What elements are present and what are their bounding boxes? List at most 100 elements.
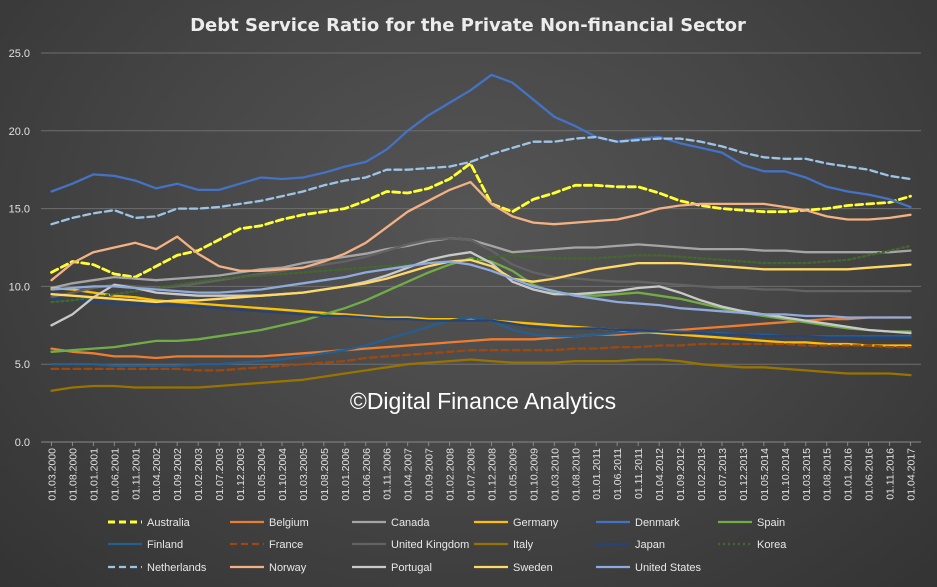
legend-item-canada: Canada [352, 517, 430, 529]
series-line-belgium [50, 316, 912, 360]
x-tick-label: 01.07.2003 [214, 448, 226, 501]
legend-item-united-kingdom: United Kingdom [352, 539, 469, 551]
x-tick-label: 01.05.2004 [256, 448, 268, 501]
legend-item-denmark: Denmark [596, 517, 680, 529]
x-tick-label: 01.10.2014 [780, 448, 792, 501]
x-tick-label: 01.02.2008 [445, 448, 457, 501]
x-tick-label: 01.03.2010 [549, 448, 561, 501]
x-tick-label: 01.08.2005 [319, 448, 331, 501]
x-tick-label: 01.11.2006 [382, 448, 394, 500]
x-tick-label: 01.06.2001 [109, 448, 121, 501]
legend-label: Italy [513, 539, 534, 551]
legend-item-australia: Australia [108, 517, 191, 529]
x-tick-label: 01.12.2008 [486, 448, 498, 501]
x-tick-label: 01.02.2013 [696, 448, 708, 501]
series-line-spain [50, 257, 912, 353]
chart-title: Debt Service Ratio for the Private Non-f… [190, 15, 746, 36]
x-tick-label: 01.09.2007 [424, 448, 436, 501]
x-tick-label: 01.11.2011 [633, 448, 645, 499]
legend-label: Portugal [391, 562, 432, 574]
x-tick-label: 01.01.2011 [591, 448, 603, 500]
watermark-text: ©Digital Finance Analytics [350, 388, 616, 414]
x-tick-label: 01.11.2016 [885, 448, 897, 500]
x-axis: 01.03.2000 01.08.2000 01.01.2001 01.06.2001… [41, 441, 921, 501]
x-tick-label: 01.11.2001 [130, 448, 142, 500]
x-tick-label: 01.04.2012 [654, 448, 666, 501]
x-tick-label: 01.10.2009 [528, 448, 540, 501]
x-tick-label: 01.03.2015 [801, 448, 813, 501]
legend-item-finland: Finland [108, 539, 183, 551]
legend-item-united-states: United States [596, 562, 702, 574]
series-line-united-states [50, 260, 912, 319]
series-line-netherlands [50, 135, 912, 226]
x-tick-label: 01.07.2008 [466, 448, 478, 501]
legend-item-netherlands: Netherlands [108, 562, 207, 574]
x-tick-label: 01.09.2002 [172, 448, 184, 501]
series-line-sweden [50, 258, 912, 304]
legend-label: Finland [147, 539, 183, 551]
legend-label: Sweden [513, 562, 553, 574]
legend-item-belgium: Belgium [230, 517, 309, 529]
legend-item-sweden: Sweden [474, 562, 553, 574]
series-line-italy [50, 358, 912, 392]
y-tick-label: 0.0 [15, 437, 30, 449]
series-line-finland [50, 316, 912, 367]
x-tick-label: 01.01.2006 [340, 448, 352, 501]
x-tick-label: 01.08.2010 [570, 448, 582, 501]
y-axis: 0.0 5.0 10.0 15.0 20.0 25.0 [9, 48, 30, 449]
gridlines [41, 52, 921, 443]
x-tick-label: 01.06.2006 [361, 448, 373, 501]
series-lines [50, 73, 912, 392]
series-line-canada [50, 237, 912, 290]
legend-label: Netherlands [147, 562, 207, 574]
legend-label: Germany [513, 517, 559, 529]
legend-item-korea: Korea [718, 539, 787, 551]
legend-item-portugal: Portugal [352, 562, 432, 574]
legend-label: Japan [635, 539, 665, 551]
x-tick-label: 01.05.2009 [507, 448, 519, 501]
y-tick-label: 15.0 [9, 204, 30, 216]
legend-item-norway: Norway [230, 562, 307, 574]
series-line-norway [50, 180, 912, 282]
legend-label: Denmark [635, 517, 680, 529]
x-tick-label: 01.08.2000 [67, 448, 79, 501]
x-tick-label: 01.08.2015 [822, 448, 834, 501]
legend-label: Australia [147, 517, 191, 529]
x-tick-label: 01.06.2011 [612, 448, 624, 500]
y-tick-label: 25.0 [9, 48, 30, 60]
x-tick-label: 01.12.2013 [738, 448, 750, 501]
x-tick-label: 01.04.2017 [906, 448, 918, 501]
legend-item-spain: Spain [718, 517, 785, 529]
series-line-denmark [50, 73, 912, 209]
x-tick-label: 01.02.2003 [193, 448, 205, 501]
x-tick-label: 01.09.2012 [675, 448, 687, 501]
x-tick-label: 01.10.2004 [277, 448, 289, 501]
x-tick-label: 01.04.2002 [151, 448, 163, 501]
legend-label: Spain [757, 517, 785, 529]
y-tick-label: 5.0 [15, 359, 30, 371]
x-tick-label: 01.01.2001 [88, 448, 100, 501]
x-tick-label: 01.12.2003 [235, 448, 247, 501]
legend-item-france: France [230, 539, 303, 551]
x-tick-label: 01.01.2016 [843, 448, 855, 501]
legend-label: France [269, 539, 303, 551]
legend-item-italy: Italy [474, 539, 534, 551]
y-tick-label: 20.0 [9, 126, 30, 138]
legend-label: Belgium [269, 517, 309, 529]
legend-label: United States [635, 562, 702, 574]
x-tick-label: 01.07.2013 [717, 448, 729, 501]
legend-label: Norway [269, 562, 307, 574]
y-tick-label: 10.0 [9, 281, 30, 293]
series-line-france [50, 342, 912, 372]
legend-label: Canada [391, 517, 430, 529]
legend-label: United Kingdom [391, 539, 469, 551]
series-line-japan [50, 297, 912, 339]
x-tick-label: 01.04.2007 [403, 448, 415, 501]
legend-item-germany: Germany [474, 517, 559, 529]
legend-item-japan: Japan [596, 539, 665, 551]
x-tick-label: 01.03.2005 [298, 448, 310, 501]
legend-label: Korea [757, 539, 787, 551]
x-tick-label: 01.05.2014 [759, 448, 771, 501]
